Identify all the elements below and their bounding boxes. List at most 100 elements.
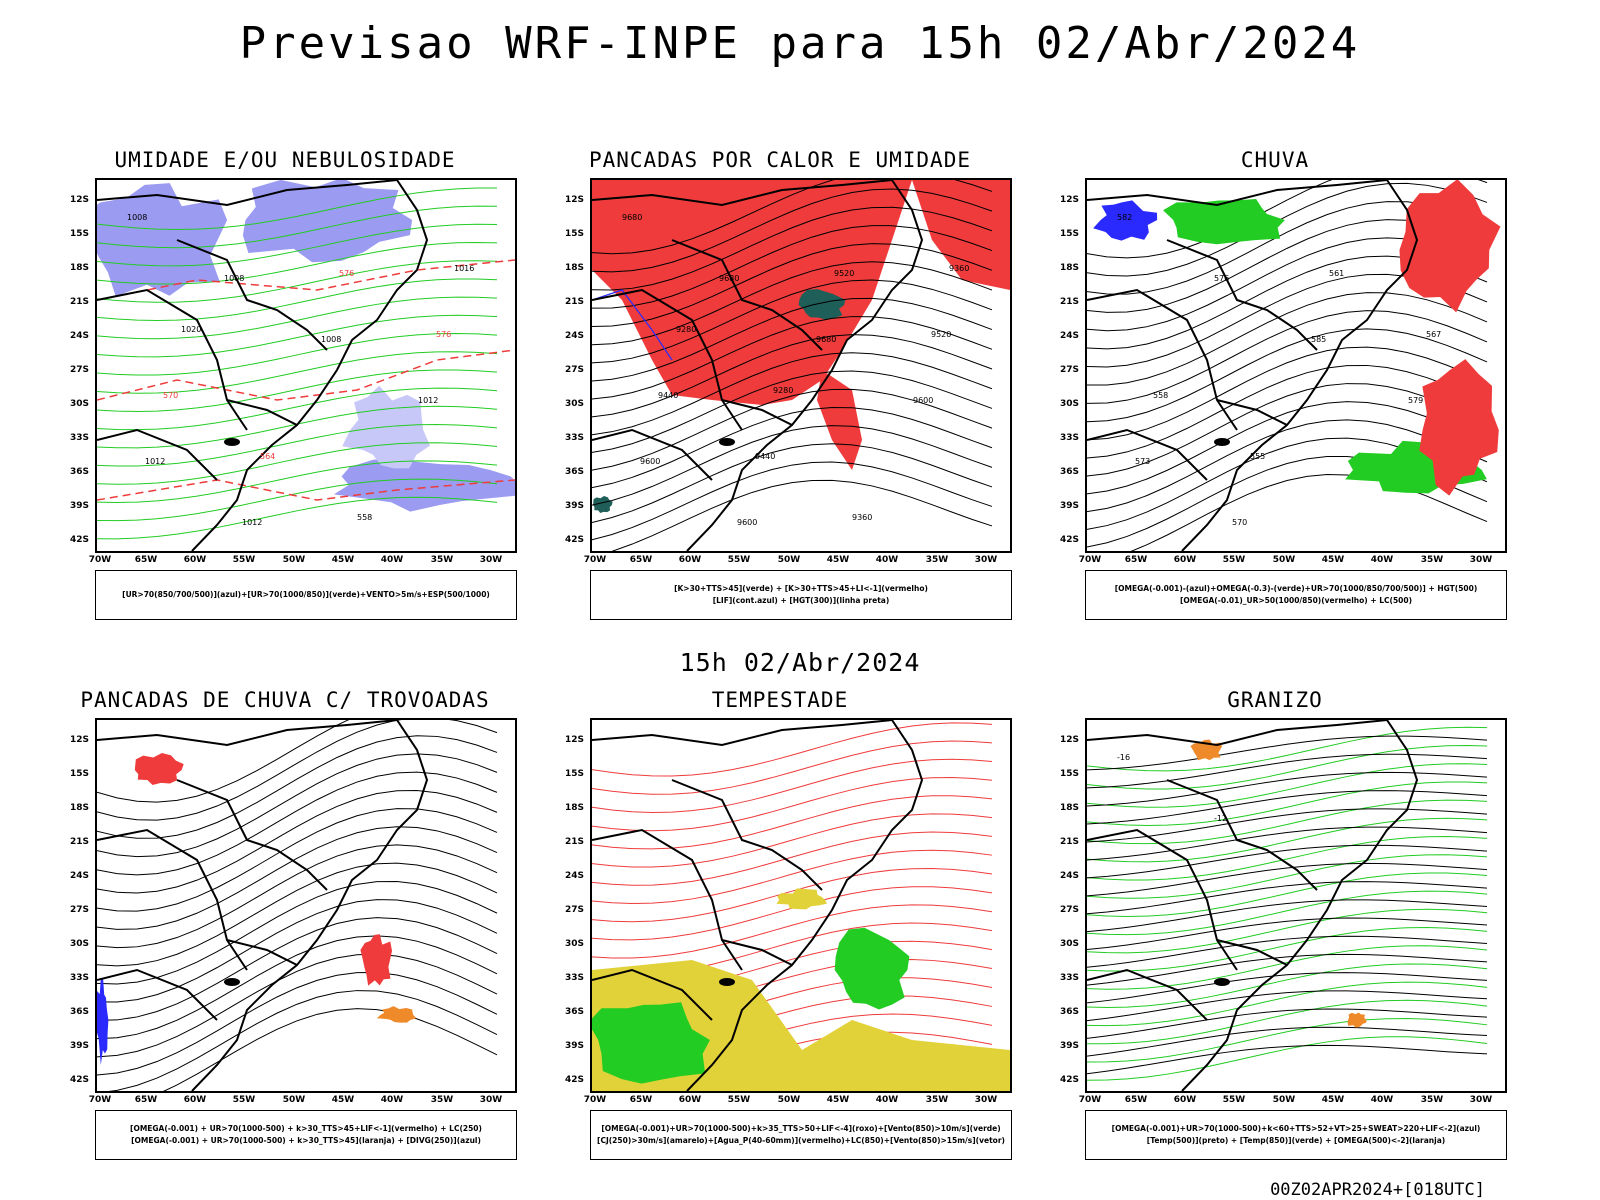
contour-label: 9360 [949, 264, 969, 273]
border-line [1087, 180, 1388, 207]
streamline-250hpa [97, 720, 498, 821]
latitude-tick-label: 27S [565, 905, 585, 915]
humidity-green-contour [97, 369, 498, 413]
coastline [686, 180, 924, 551]
latitude-tick-label: 18S [565, 803, 585, 813]
latitude-tick-label: 30S [70, 399, 90, 409]
longitude-tick-label: 45W [826, 1095, 850, 1105]
streamline-850hpa [592, 849, 993, 905]
lagoon-marker [719, 438, 735, 446]
latitude-tick-label: 36S [1060, 467, 1080, 477]
thunderstorm-red-area [360, 934, 393, 986]
streamline-250hpa [97, 735, 498, 839]
map-area[interactable]: -16 -12 [1085, 718, 1507, 1093]
temperature-850-contour [1087, 781, 1488, 826]
longitude-tick-label: 50W [1272, 555, 1296, 565]
map-canvas: 1008 1008 1008 1012 1012 1012 576 576 570 564 558 1… [97, 180, 515, 551]
contour-label: 9440 [755, 452, 775, 461]
latitude-tick-label: 21S [1060, 837, 1080, 847]
streamline-250hpa [97, 720, 350, 803]
longitude-tick-label: 30W [974, 1095, 998, 1105]
map-area[interactable]: 582 576 585 579 573 570 561 567 558 555 [1085, 178, 1507, 553]
longitude-tick-label: 55W [727, 555, 751, 565]
contour-label: 9440 [658, 391, 678, 400]
latitude-tick-label: 18S [70, 803, 90, 813]
legend-line: [LIF](cont.azul) + [HGT(300)](linha pret… [712, 596, 890, 605]
longitude-tick-label: 45W [1321, 1095, 1345, 1105]
temperature-850-contour [1087, 908, 1488, 954]
legend-line: [K>30+TTS>45](verde) + [K>30+TTS>45+LI<-… [674, 584, 928, 593]
longitude-tick-label: 60W [183, 555, 207, 565]
contour-label: 573 [1135, 457, 1150, 466]
latitude-tick-label: 39S [565, 501, 585, 511]
longitude-tick-label: 70W [1078, 1095, 1102, 1105]
map-canvas: -16 -12 [1087, 720, 1488, 1091]
legend-line: [CJ(250)>30m/s](amarelo)+[Agua_P(40-60mm… [597, 1136, 1005, 1145]
contour-label: -12 [1214, 814, 1227, 823]
latitude-tick-label: 42S [70, 535, 90, 545]
longitude-tick-label: 65W [134, 1095, 158, 1105]
latitude-tick-label: 33S [70, 973, 90, 983]
latitude-tick-label: 15S [70, 229, 90, 239]
temperature-850-contour [1087, 1036, 1488, 1081]
contour-label: 1016 [454, 264, 474, 273]
humidity-green-contour [97, 442, 498, 485]
map-area[interactable]: 9680 9680 9680 9600 9600 9600 9520 9520 9440 9440… [590, 178, 1012, 553]
temperature-500-contour [1087, 1026, 1488, 1057]
panel-title: PANCADAS DE CHUVA C/ TROVOADAS [80, 688, 490, 712]
latitude-tick-label: 12S [70, 735, 90, 745]
longitude-tick-label: 30W [1469, 1095, 1493, 1105]
border-line [592, 828, 743, 971]
longitude-tick-label: 50W [282, 555, 306, 565]
map-area[interactable] [95, 718, 517, 1093]
border-line [1087, 720, 1388, 747]
panel-legend: [OMEGA(-0.001)+UR>70(1000-500)+k>35_TTS>… [590, 1110, 1012, 1160]
border-line [671, 239, 823, 351]
map-area[interactable] [590, 718, 1012, 1093]
height-contour [1087, 383, 1488, 477]
longitude-tick-label: 50W [282, 1095, 306, 1105]
legend-line: [OMEGA(-0.01)_UR>50(1000/850)(vermelho) … [1179, 596, 1413, 605]
longitude-tick-label: 55W [727, 1095, 751, 1105]
streamline-250hpa [97, 753, 498, 858]
legend-line: [Temp(500)](preto) + [Temp(850)](verde) … [1146, 1136, 1446, 1145]
temperature-850-contour [1087, 1018, 1488, 1063]
streamline-250hpa [97, 826, 498, 930]
longitude-tick-label: 55W [1222, 555, 1246, 565]
streamline-250hpa [108, 990, 498, 1091]
longitude-tick-label: 55W [232, 555, 256, 565]
height-contour [1087, 310, 1488, 404]
streamline-850hpa [592, 722, 993, 777]
streamline-850hpa [592, 831, 993, 886]
main-title: Previsao WRF-INPE para 15h 02/Abr/2024 [239, 18, 1361, 69]
height-contour [1087, 401, 1488, 495]
panel-pancadas-trovoadas: PANCADAS DE CHUVA C/ TROVOADAS 12S 15S 18S 2… [50, 688, 520, 1170]
map-area[interactable]: 1008 1008 1008 1012 1012 1012 576 576 570 564 558 1… [95, 178, 517, 553]
latitude-tick-label: 21S [565, 297, 585, 307]
longitude-tick-label: 70W [1078, 555, 1102, 565]
panel-legend: [OMEGA(-0.001)-(azul)+OMEGA(-0.3)-(verde… [1085, 570, 1507, 620]
temperature-500-contour [1087, 935, 1488, 968]
humidity-green-contour [97, 223, 498, 267]
latitude-tick-label: 39S [70, 501, 90, 511]
thickness-contour [97, 349, 515, 401]
temperature-850-contour [1087, 999, 1488, 1045]
latitude-tick-label: 27S [1060, 365, 1080, 375]
latitude-tick-label: 24S [1060, 871, 1080, 881]
convection-red-area [817, 370, 862, 470]
latitude-tick-label: 30S [565, 939, 585, 949]
map-canvas [592, 720, 1010, 1091]
temperature-500-contour [1087, 1008, 1488, 1039]
latitude-tick-label: 30S [565, 399, 585, 409]
panel-legend: [UR>70(850/700/500)](azul)+[UR>70(1000/8… [95, 570, 517, 620]
longitude-tick-label: 35W [430, 555, 454, 565]
latitude-tick-label: 33S [565, 433, 585, 443]
border-line [592, 720, 893, 747]
convection-red-area [592, 180, 912, 405]
contour-label: 1020 [181, 325, 201, 334]
height-contour [592, 407, 993, 489]
longitude-tick-label: 40W [1370, 1095, 1394, 1105]
temperature-500-contour [1087, 1044, 1488, 1075]
rain-red-area [1399, 180, 1501, 313]
omega-orange-area [1347, 1012, 1367, 1028]
